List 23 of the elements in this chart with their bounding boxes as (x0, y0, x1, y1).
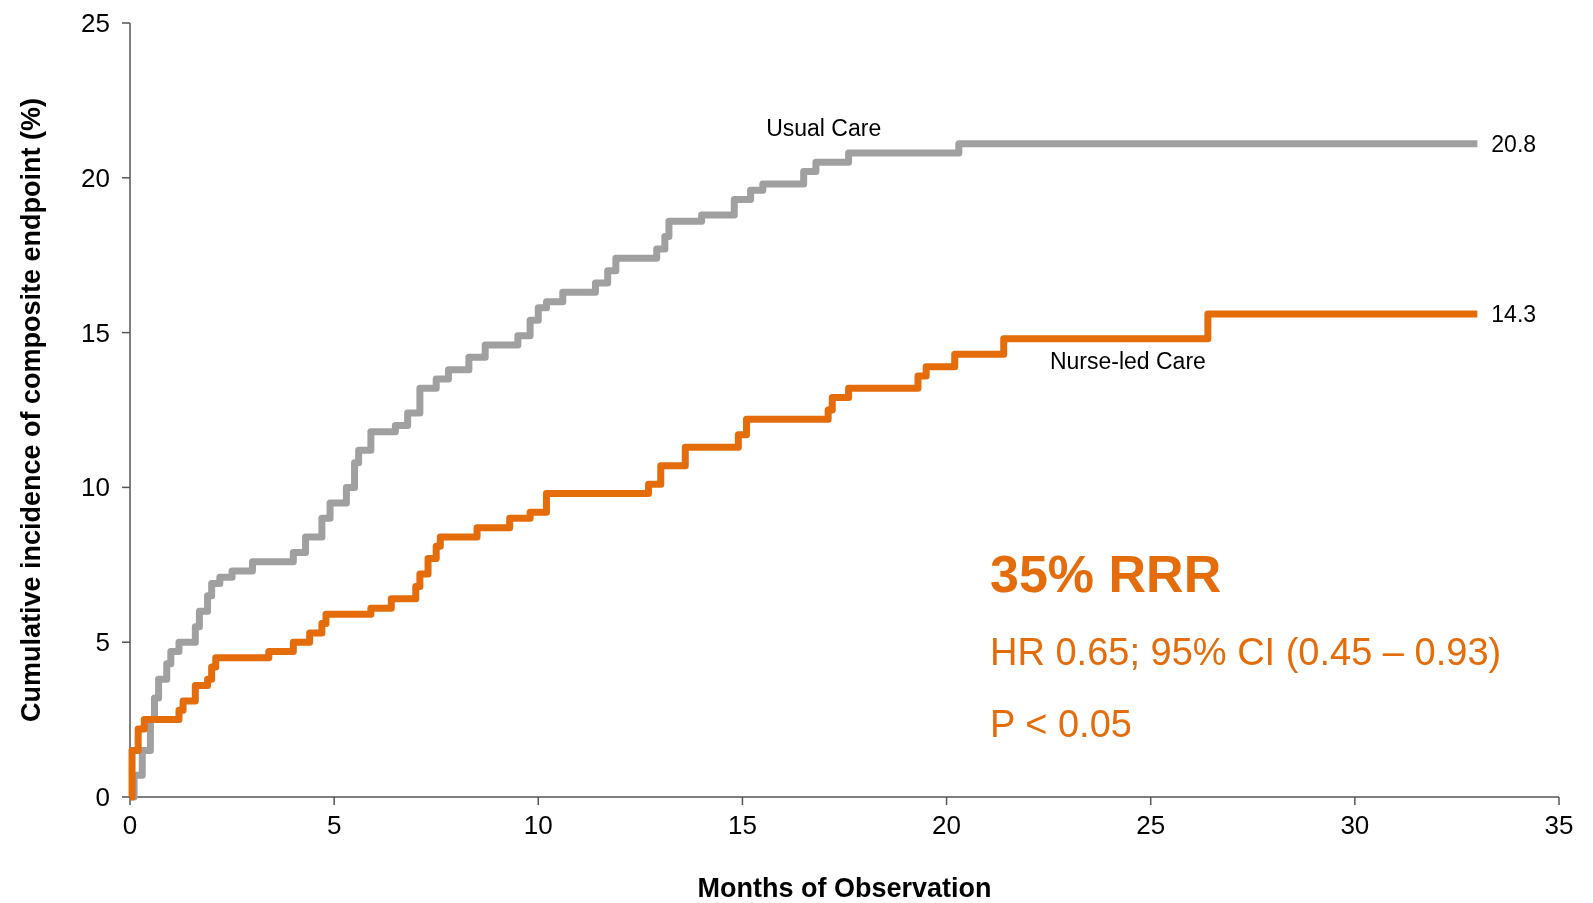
x-axis-title: Months of Observation (697, 873, 992, 903)
y-tick-label: 15 (81, 317, 110, 348)
y-tick-label: 25 (81, 8, 110, 38)
annotation: P < 0.05 (990, 703, 1132, 745)
annotation: 14.3 (1491, 301, 1537, 328)
y-tick-label: 20 (81, 162, 110, 193)
x-tick-label: 5 (326, 810, 342, 840)
y-axis-title: Cumulative incidence of composite endpoint (%) (16, 97, 46, 723)
y-tick-label: 10 (81, 472, 110, 503)
y-tick-label: 5 (95, 627, 110, 658)
x-tick-label: 20 (932, 810, 962, 840)
x-tick-label: 0 (122, 810, 138, 840)
x-tick-label: 25 (1136, 810, 1166, 840)
x-tick-label: 15 (727, 810, 757, 840)
x-tick-label: 10 (523, 810, 553, 840)
annotation: 20.8 (1491, 130, 1537, 157)
x-tick-label: 35 (1544, 810, 1574, 840)
series-label: Usual Care (766, 114, 882, 141)
series-label: Nurse-led Care (1049, 348, 1206, 375)
annotation: 35% RRR (990, 545, 1222, 603)
annotation: HR 0.65; 95% CI (0.45 – 0.93) (990, 631, 1502, 673)
y-tick-label: 0 (95, 782, 110, 812)
x-tick-label: 30 (1340, 810, 1370, 840)
